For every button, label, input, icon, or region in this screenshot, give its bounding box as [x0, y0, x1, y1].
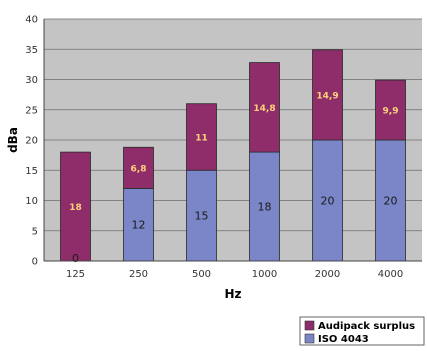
- bar-surplus-4000: [375, 79, 406, 141]
- x-tick-label: 2000: [315, 269, 340, 280]
- bar-surplus-500: [186, 103, 217, 171]
- data-label-iso-500: 15: [195, 210, 209, 223]
- grid-lines: [44, 18, 422, 232]
- data-label-surplus-1000: 14,8: [253, 104, 275, 114]
- data-label-surplus-2000: 14,9: [316, 91, 338, 101]
- bar-iso-2000: [312, 139, 343, 262]
- bar-iso-500: [186, 169, 217, 262]
- bar-surplus-125: [60, 151, 91, 262]
- bars: [60, 49, 406, 262]
- legend-swatch-surplus: [304, 320, 315, 331]
- y-tick-label: 10: [25, 196, 38, 207]
- legend-box: [299, 316, 425, 346]
- legend-label-surplus: Audipack surplus: [318, 321, 415, 332]
- x-tick-label: 500: [192, 269, 211, 280]
- y-tick-label: 0: [32, 257, 38, 268]
- data-label-surplus-125: 18: [69, 203, 82, 213]
- data-label-iso-1000: 18: [258, 201, 272, 214]
- x-tick-label: 250: [129, 269, 148, 280]
- y-tick-label: 20: [25, 136, 38, 147]
- x-tick-label: 125: [66, 269, 85, 280]
- legend-label-iso: ISO 4043: [318, 334, 369, 345]
- x-tick-label: 4000: [378, 269, 403, 280]
- y-tick-label: 25: [25, 105, 38, 116]
- y-tick-label: 15: [25, 166, 38, 177]
- bar-surplus-1000: [249, 62, 280, 153]
- bar-iso-250: [123, 187, 154, 262]
- y-axis-title: dBa: [6, 127, 20, 153]
- legend: Audipack surplus ISO 4043: [299, 316, 425, 346]
- x-tick-labels: 125 250 500 1000 2000 4000: [66, 269, 403, 280]
- x-tick-label: 1000: [252, 269, 277, 280]
- data-label-iso-125: 0: [72, 252, 79, 265]
- y-tick-label: 30: [25, 75, 38, 86]
- bar-surplus-250: [123, 146, 154, 189]
- x-axis-title: Hz: [224, 287, 241, 301]
- bar-iso-4000: [375, 139, 406, 262]
- legend-swatch-iso: [304, 333, 315, 344]
- data-label-surplus-250: 6,8: [131, 164, 147, 174]
- data-labels: 0 18 12 6,8 15 11 18 14,8 20 14,9 20 9,9: [69, 91, 398, 265]
- y-tick-label: 35: [25, 45, 38, 56]
- data-label-iso-250: 12: [132, 219, 146, 232]
- data-label-surplus-4000: 9,9: [383, 107, 399, 117]
- y-tick-label: 5: [32, 226, 38, 237]
- y-tick-labels: 0 5 10 15 20 25 30 35 40: [25, 15, 38, 268]
- y-tick-label: 40: [25, 15, 38, 26]
- data-label-surplus-500: 11: [195, 133, 208, 143]
- data-label-iso-4000: 20: [384, 195, 398, 208]
- bar-surplus-2000: [312, 49, 343, 141]
- data-label-iso-2000: 20: [321, 195, 335, 208]
